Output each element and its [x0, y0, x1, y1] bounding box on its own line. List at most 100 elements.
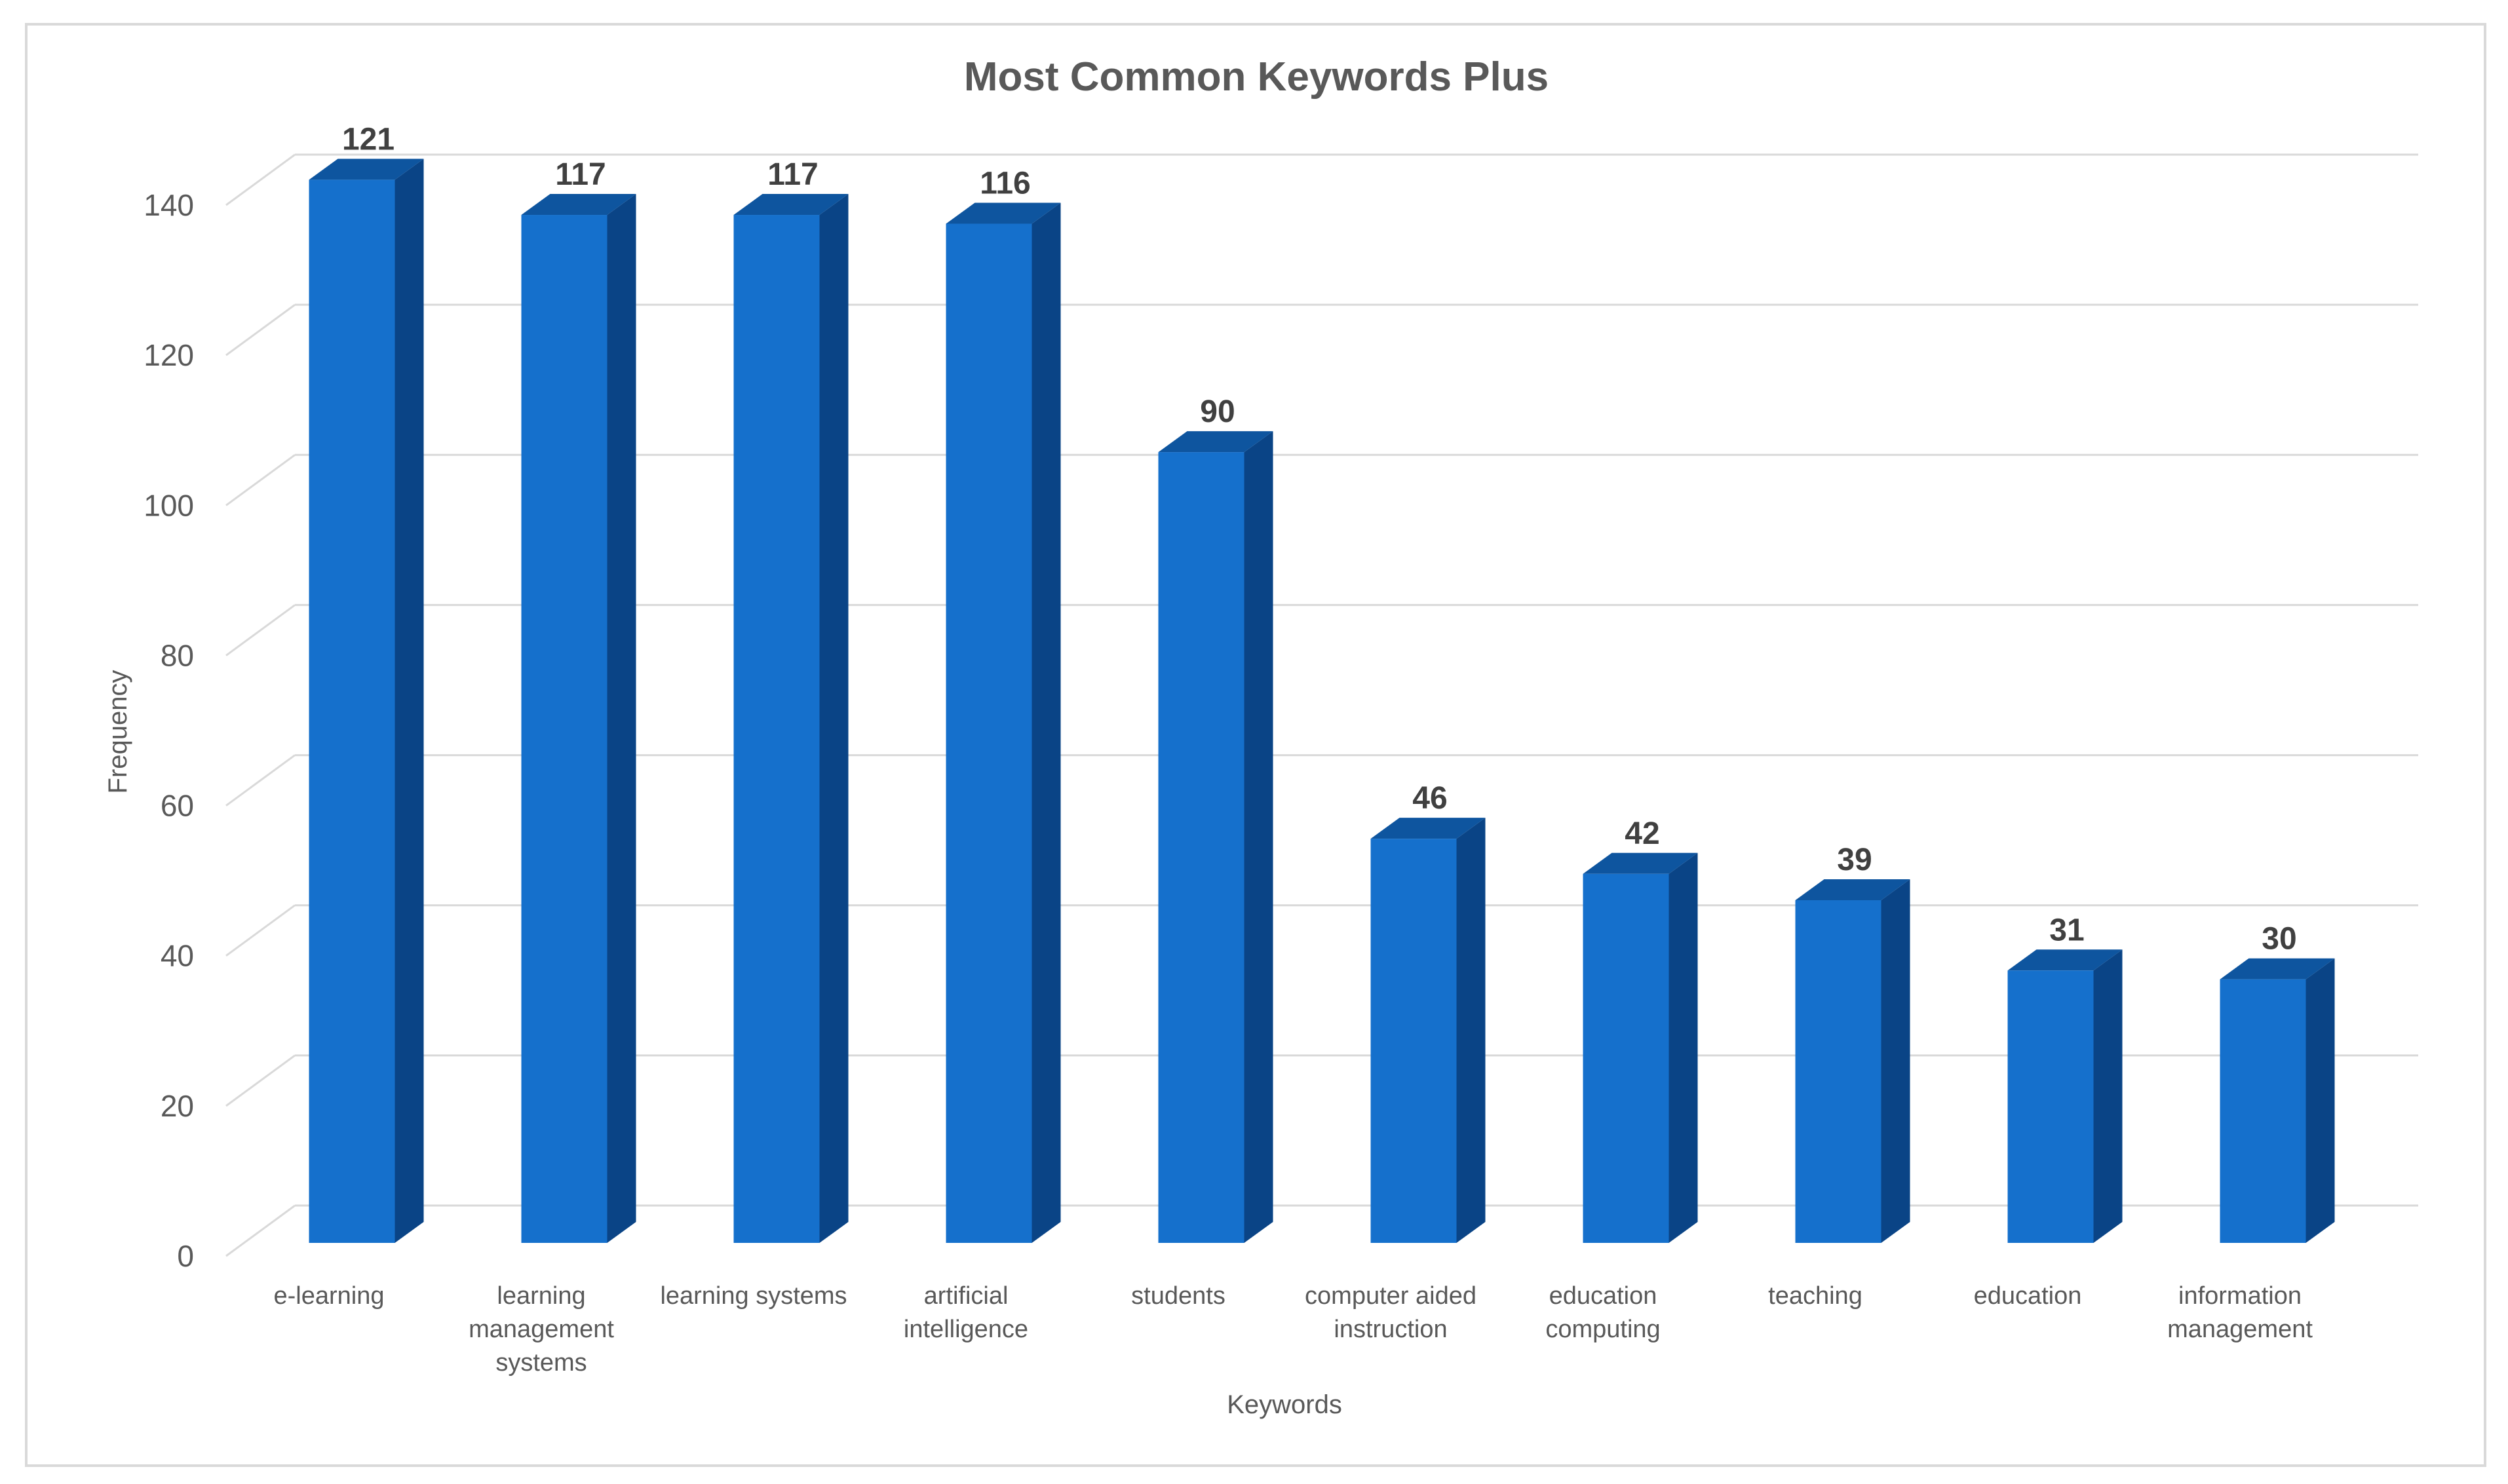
x-tick-label: learning management systems	[469, 1282, 614, 1377]
gridline-side	[225, 754, 296, 807]
x-tick-label-line: e-learning	[274, 1282, 385, 1310]
x-tick-label-line: artificial	[924, 1282, 1009, 1310]
x-tick-label-line: computer aided	[1305, 1282, 1476, 1310]
data-label: 90	[1200, 394, 1235, 429]
y-tick-label: 100	[144, 488, 194, 522]
bar	[1583, 852, 1698, 1243]
data-label: 39	[1837, 843, 1872, 877]
x-tick-label: education computing	[1545, 1282, 1660, 1343]
y-axis-title: Frequency	[104, 670, 132, 794]
bar-top	[521, 194, 636, 216]
x-tick-label-line: intelligence	[904, 1316, 1028, 1343]
x-tick-label: computer aided instruction	[1305, 1282, 1476, 1343]
bar	[1370, 818, 1486, 1243]
bar-front	[521, 215, 608, 1243]
gridline-side	[225, 904, 296, 957]
bar-top	[733, 194, 849, 216]
data-label: 42	[1625, 816, 1659, 851]
x-tick-label-line: education	[1549, 1282, 1657, 1310]
x-tick-label-line: management	[469, 1316, 614, 1343]
data-label: 30	[2262, 922, 2296, 957]
x-tick-label: teaching	[1768, 1282, 1862, 1310]
x-tick-label: education	[1974, 1282, 2082, 1310]
x-tick-label-line: systems	[495, 1349, 587, 1377]
data-label: 31	[2049, 913, 2084, 947]
bar-side	[1456, 818, 1486, 1243]
x-tick-label: students	[1131, 1282, 1225, 1310]
bar	[2007, 949, 2123, 1243]
bar-front	[1158, 452, 1244, 1243]
y-tick-label: 60	[161, 789, 194, 823]
bar-side	[2093, 949, 2123, 1243]
bar-front	[2220, 979, 2306, 1243]
bar	[521, 194, 636, 1243]
bar	[309, 159, 424, 1243]
bar	[1795, 879, 1910, 1243]
bars	[309, 159, 2335, 1244]
x-axis-title: Keywords	[1227, 1390, 1342, 1419]
bar-side	[1881, 879, 1910, 1243]
bar	[2220, 958, 2335, 1243]
gridline-side	[225, 303, 296, 356]
x-tick-label: e-learning	[274, 1282, 385, 1310]
x-tick-label-line: learning	[497, 1282, 585, 1310]
bar	[1158, 431, 1273, 1243]
data-label: 121	[342, 122, 395, 157]
gridline-side	[225, 1204, 296, 1257]
x-tick-label: artificial intelligence	[904, 1282, 1028, 1343]
gridline-side	[225, 1054, 296, 1107]
gridline-side	[225, 454, 296, 506]
bar-side	[395, 159, 424, 1243]
bar-top	[1583, 852, 1698, 874]
bar-side	[1669, 852, 1698, 1243]
data-label: 116	[980, 166, 1030, 200]
data-label: 46	[1412, 781, 1447, 816]
y-tick-label: 120	[144, 338, 194, 372]
data-labels: 121 117 117 116 90 46 42 39 31 30	[342, 122, 2297, 956]
y-tick-label: 20	[161, 1089, 194, 1123]
bar-front	[946, 223, 1032, 1244]
x-tick-label-line: learning systems	[660, 1282, 847, 1310]
y-axis-ticks: 0 20 40 60 80 100 120 140	[144, 188, 194, 1273]
y-tick-label: 40	[161, 939, 194, 973]
x-tick-label: information management	[2167, 1282, 2313, 1343]
x-tick-label-line: students	[1131, 1282, 1225, 1310]
y-tick-label: 0	[177, 1239, 194, 1273]
x-tick-label: learning systems	[660, 1282, 847, 1310]
bar-front	[1795, 900, 1881, 1243]
gridline-side	[225, 604, 296, 656]
bar-front	[1370, 839, 1457, 1243]
bar-side	[2305, 958, 2335, 1243]
y-tick-label: 80	[161, 638, 194, 672]
x-tick-label-line: instruction	[1334, 1316, 1447, 1343]
bar-front	[733, 215, 820, 1243]
x-tick-label-line: information	[2178, 1282, 2302, 1310]
bar-top	[1795, 879, 1910, 901]
bar-side	[607, 194, 636, 1243]
gridline-side	[225, 153, 296, 206]
bar-top	[2007, 949, 2123, 971]
bar-top	[1370, 818, 1486, 839]
data-label: 117	[767, 157, 818, 192]
bar	[946, 202, 1061, 1244]
x-axis-categories: e-learning learning management systemslearn…	[274, 1282, 2313, 1377]
x-tick-label-line: computing	[1545, 1316, 1660, 1343]
bar-top	[946, 202, 1061, 224]
bar-front	[309, 180, 395, 1243]
x-tick-label-line: education	[1974, 1282, 2082, 1310]
bar-side	[1032, 202, 1061, 1244]
bar-top	[309, 159, 424, 180]
data-label: 117	[555, 157, 606, 192]
bar-side	[1244, 431, 1273, 1243]
bar-front	[1583, 873, 1669, 1243]
chart-title: Most Common Keywords Plus	[964, 54, 1549, 100]
bar-side	[819, 194, 849, 1243]
x-tick-label-line: management	[2167, 1316, 2313, 1343]
bar-top	[1158, 431, 1273, 453]
bar-top	[2220, 958, 2335, 980]
bar-front	[2007, 970, 2094, 1243]
y-tick-label: 140	[144, 188, 194, 222]
bar	[733, 194, 849, 1243]
x-tick-label-line: teaching	[1768, 1282, 1862, 1310]
